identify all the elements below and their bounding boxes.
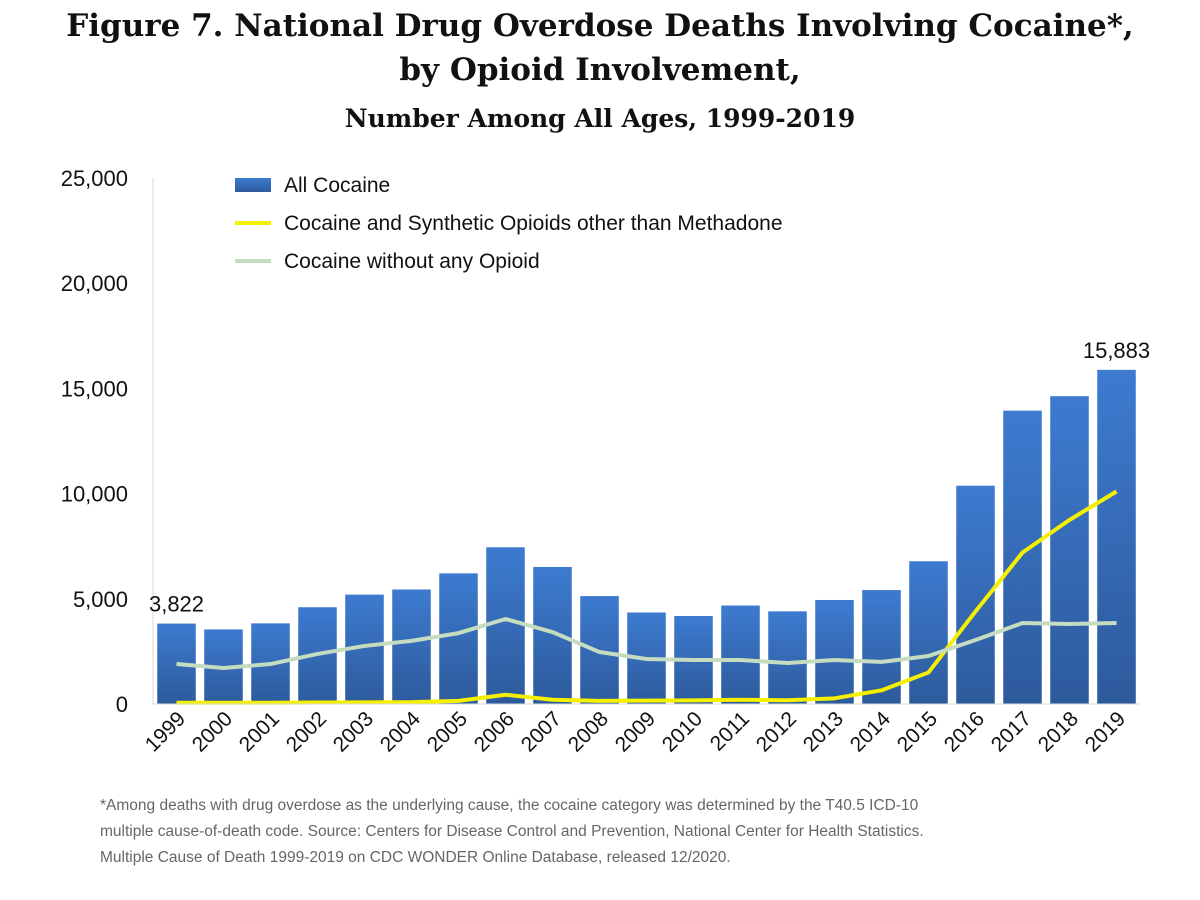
chart-title: Figure 7. National Drug Overdose Deaths …	[66, 8, 1134, 44]
x-tick-label: 2019	[1081, 707, 1130, 756]
x-tick-label: 1999	[141, 707, 190, 756]
y-tick-label: 5,000	[73, 587, 128, 612]
x-tick-label: 2011	[706, 707, 754, 755]
data-label-2019: 15,883	[1083, 338, 1150, 363]
bar-2019	[1097, 369, 1136, 704]
x-tick-label: 2013	[799, 707, 848, 756]
y-tick-label: 0	[116, 692, 128, 717]
y-tick-label: 10,000	[61, 482, 128, 507]
x-tick-label: 2017	[987, 707, 1036, 756]
chart-subtitle: Number Among All Ages, 1999-2019	[344, 104, 856, 133]
legend-label: All Cocaine	[284, 174, 390, 197]
legend-swatch-bar	[235, 178, 271, 192]
x-tick-label: 2018	[1034, 707, 1083, 756]
x-tick-label: 2004	[376, 707, 426, 757]
x-tick-label: 2002	[282, 707, 331, 756]
y-tick-label: 20,000	[61, 271, 128, 296]
bar-2007	[533, 566, 572, 704]
x-tick-label: 2012	[752, 707, 801, 756]
bar-2011	[721, 605, 760, 704]
x-tick-label: 2008	[564, 707, 613, 756]
y-tick-label: 15,000	[61, 376, 128, 401]
footnote-line-3: Multiple Cause of Death 1999-2019 on CDC…	[100, 849, 731, 866]
data-label-1999: 3,822	[149, 592, 204, 617]
legend-label: Cocaine without any Opioid	[284, 250, 540, 273]
x-tick-label: 2001	[235, 707, 284, 756]
footnote-line-2: multiple cause-of-death code. Source: Ce…	[100, 823, 924, 840]
x-tick-label: 2010	[658, 707, 707, 756]
bar-2015	[909, 561, 948, 704]
bar-2017	[1003, 410, 1042, 704]
x-tick-label: 2007	[517, 707, 566, 756]
x-tick-label: 2009	[611, 707, 660, 756]
chart-plot: 05,00010,00015,00020,00025,0001999200020…	[61, 166, 1150, 757]
bar-2018	[1050, 396, 1089, 704]
footnote-line-1: *Among deaths with drug overdose as the …	[100, 797, 919, 814]
legend-label: Cocaine and Synthetic Opioids other than…	[284, 212, 783, 235]
x-tick-label: 2016	[940, 707, 989, 756]
bar-2012	[768, 611, 807, 704]
bar-2004	[392, 589, 431, 704]
x-tick-label: 2006	[470, 707, 519, 756]
x-tick-label: 2014	[846, 707, 896, 757]
chart-title-line2: by Opioid Involvement,	[399, 52, 801, 88]
x-tick-label: 2000	[188, 707, 237, 756]
x-tick-label: 2005	[423, 707, 472, 756]
bar-2013	[815, 599, 854, 704]
x-tick-label: 2015	[893, 707, 942, 756]
x-tick-label: 2003	[329, 707, 378, 756]
bar-2005	[439, 573, 478, 704]
bar-2006	[486, 547, 525, 704]
y-tick-label: 25,000	[61, 166, 128, 191]
